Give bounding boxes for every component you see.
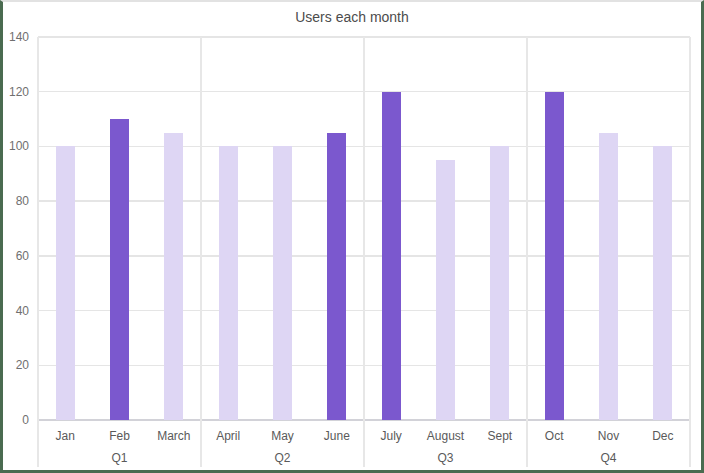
bar-sept — [490, 146, 509, 420]
bar-march — [164, 133, 183, 420]
y-tick-label-0: 0 — [3, 412, 29, 428]
bar-july — [382, 92, 401, 420]
bar-nov — [599, 133, 618, 420]
month-label-dec: Dec — [631, 428, 695, 444]
plot-left-edge — [37, 37, 39, 467]
quarter-separator-1 — [200, 37, 202, 467]
y-tick-label-20: 20 — [3, 357, 29, 373]
y-tick-label-120: 120 — [3, 84, 29, 100]
chart-title: Users each month — [3, 9, 701, 25]
quarter-label-q4: Q4 — [577, 450, 641, 466]
y-tick-label-40: 40 — [3, 303, 29, 319]
bar-oct — [545, 92, 564, 420]
quarter-separator-2 — [363, 37, 365, 467]
quarter-separator-3 — [526, 37, 528, 467]
bar-june — [327, 133, 346, 420]
bar-dec — [653, 146, 672, 420]
y-tick-label-60: 60 — [3, 248, 29, 264]
quarter-label-q2: Q2 — [251, 450, 315, 466]
quarter-label-q1: Q1 — [88, 450, 152, 466]
bar-august — [436, 160, 455, 420]
plot-right-edge — [689, 37, 691, 467]
bar-april — [219, 146, 238, 420]
y-tick-label-100: 100 — [3, 138, 29, 154]
y-tick-label-80: 80 — [3, 193, 29, 209]
bar-chart: Users each month 020406080100120140JanFe… — [0, 0, 704, 473]
bar-feb — [110, 119, 129, 420]
quarter-label-q3: Q3 — [414, 450, 478, 466]
y-tick-label-140: 140 — [3, 29, 29, 45]
bar-may — [273, 146, 292, 420]
bar-jan — [56, 146, 75, 420]
